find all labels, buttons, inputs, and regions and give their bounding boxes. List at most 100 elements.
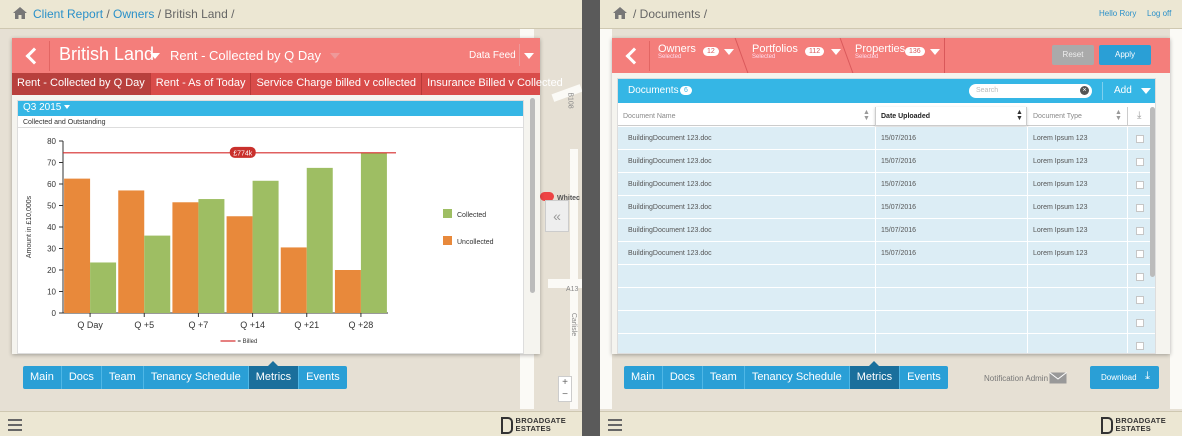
nav-team[interactable]: Team (102, 366, 144, 389)
table-row[interactable]: BuildingDocument 123.doc 15/07/2016 Lorem … (618, 150, 1155, 173)
y-tick-label: 40 (47, 223, 56, 232)
row-select-checkbox[interactable] (1136, 296, 1144, 304)
table-row[interactable]: BuildingDocument 123.doc 15/07/2016 Lorem … (618, 219, 1155, 242)
clear-search-icon[interactable]: × (1080, 86, 1089, 95)
nav-team[interactable]: Team (703, 366, 745, 389)
portfolios-dropdown-icon[interactable] (831, 49, 841, 55)
nav-main[interactable]: Main (624, 366, 663, 389)
bar-uncollected (226, 216, 253, 313)
filter-properties-sub: Selected (855, 54, 879, 60)
table-scrollbar[interactable] (1150, 107, 1155, 277)
table-row[interactable]: BuildingDocument 123.doc 15/07/2016 Lorem … (618, 173, 1155, 196)
chart-panel: Q3 2015 Collected and Outstanding 0 10 20 3… (17, 100, 524, 354)
cell-document-name (623, 311, 875, 334)
filter-portfolios[interactable]: Portfolios Selected 112 (752, 43, 841, 71)
row-select-checkbox[interactable] (1136, 250, 1144, 258)
chart-scrollbar[interactable] (530, 98, 535, 293)
column-separator (1127, 265, 1128, 288)
row-select-checkbox[interactable] (1136, 273, 1144, 281)
cell-document-name (623, 288, 875, 311)
cell-document-name: BuildingDocument 123.doc (628, 181, 712, 188)
cell-document-name: BuildingDocument 123.doc (628, 227, 712, 234)
column-date-uploaded[interactable]: Date Uploaded (881, 113, 931, 120)
sort-desc-icon[interactable]: ▲ ▼ (1016, 109, 1023, 122)
logout-link[interactable]: Log off (1147, 9, 1172, 18)
nav-main[interactable]: Main (23, 366, 62, 389)
tab-rent-collected-by-q-day[interactable]: Rent - Collected by Q Day (12, 73, 151, 95)
reset-button[interactable]: Reset (1052, 45, 1094, 65)
portfolios-count-badge: 112 (805, 47, 825, 56)
back-icon[interactable] (25, 47, 43, 65)
data-feed-dropdown-icon[interactable] (524, 53, 534, 59)
legend-swatch-uncollected (443, 236, 452, 245)
table-row[interactable]: BuildingDocument 123.doc 15/07/2016 Lorem … (618, 196, 1155, 219)
nav-docs[interactable]: Docs (62, 366, 102, 389)
bottom-bar: BROADGATE ESTATES (0, 411, 582, 436)
download-button[interactable]: Download ⤓ (1090, 366, 1159, 389)
menu-icon[interactable] (8, 419, 22, 431)
row-select-checkbox[interactable] (1136, 181, 1144, 189)
table-header: Document Name ▲ ▼ Date Uploaded ▲ ▼ Docume… (618, 107, 1155, 126)
section-nav: Main Docs Team Tenancy Schedule Metrics Event… (23, 361, 347, 389)
nav-tenancy-schedule[interactable]: Tenancy Schedule (144, 366, 249, 389)
row-select-checkbox[interactable] (1136, 227, 1144, 235)
envelope-icon[interactable] (1049, 372, 1067, 384)
home-icon[interactable] (613, 7, 627, 19)
report-dropdown-icon[interactable] (330, 53, 340, 59)
cell-date-uploaded (875, 334, 1027, 353)
cell-document-name: BuildingDocument 123.doc (628, 250, 712, 257)
tab-rent-as-of-today[interactable]: Rent - As of Today (151, 73, 252, 95)
filter-owners[interactable]: Owners Selected 12 (658, 43, 734, 71)
apply-button[interactable]: Apply (1099, 45, 1151, 65)
properties-dropdown-icon[interactable] (930, 49, 940, 55)
report-title[interactable]: Rent - Collected by Q Day (170, 48, 322, 63)
owner-dropdown-icon[interactable] (150, 53, 160, 59)
collapse-panel-button[interactable]: « (545, 200, 569, 232)
legend-label-billed: = Billed (238, 339, 258, 345)
home-icon[interactable] (13, 7, 27, 19)
row-select-checkbox[interactable] (1136, 319, 1144, 327)
x-tick-label: Q +7 (189, 320, 209, 330)
map-zoom-control[interactable]: + − (558, 376, 572, 402)
cell-document-type (1027, 311, 1127, 334)
row-select-checkbox[interactable] (1136, 135, 1144, 143)
back-icon[interactable] (625, 47, 643, 65)
sort-icon[interactable]: ▲ ▼ (1115, 109, 1122, 122)
row-select-checkbox[interactable] (1136, 204, 1144, 212)
nav-metrics[interactable]: Metrics (248, 361, 300, 389)
notification-admin-label[interactable]: Notification Admin (984, 374, 1049, 383)
quarter-selector[interactable]: Q3 2015 (23, 102, 62, 113)
breadcrumb-owners[interactable]: Owners (113, 7, 155, 21)
nav-docs[interactable]: Docs (663, 366, 703, 389)
data-feed-label[interactable]: Data Feed (469, 50, 516, 61)
download-column-icon[interactable]: ⤓ (1137, 110, 1142, 121)
search-input[interactable]: Search × (969, 84, 1092, 98)
add-button[interactable]: Add (1114, 85, 1132, 96)
cell-date-uploaded (875, 265, 1027, 288)
documents-card: Owners Selected 12 Portfolios Selected 1… (612, 38, 1170, 354)
nav-events[interactable]: Events (907, 371, 941, 383)
nav-metrics[interactable]: Metrics (849, 361, 901, 389)
column-document-name[interactable]: Document Name (623, 113, 676, 120)
table-row[interactable]: BuildingDocument 123.doc 15/07/2016 Lorem … (618, 127, 1155, 150)
breadcrumb-client-report[interactable]: Client Report (33, 7, 104, 21)
nav-tenancy-schedule[interactable]: Tenancy Schedule (745, 366, 850, 389)
row-select-checkbox[interactable] (1136, 342, 1144, 350)
empty-row (618, 288, 1155, 311)
table-row[interactable]: BuildingDocument 123.doc 15/07/2016 Lorem … (618, 242, 1155, 265)
menu-icon[interactable] (608, 419, 622, 431)
legend-swatch-collected (443, 209, 452, 218)
add-dropdown-icon[interactable] (1141, 88, 1151, 94)
owner-title[interactable]: British Land (59, 44, 155, 64)
quarter-dropdown-icon[interactable] (64, 105, 71, 110)
filter-properties[interactable]: Properties Selected 136 (855, 43, 940, 71)
nav-events[interactable]: Events (306, 371, 340, 383)
cell-document-name: BuildingDocument 123.doc (628, 135, 712, 142)
column-document-type[interactable]: Document Type (1033, 113, 1082, 120)
row-select-checkbox[interactable] (1136, 158, 1144, 166)
tab-service-charge[interactable]: Service Charge billed v collected (251, 73, 423, 95)
cell-date-uploaded (875, 288, 1027, 311)
owners-dropdown-icon[interactable] (724, 49, 734, 55)
sort-icon[interactable]: ▲ ▼ (863, 109, 870, 122)
tab-insurance[interactable]: Insurance Billed v Collected (427, 77, 563, 89)
